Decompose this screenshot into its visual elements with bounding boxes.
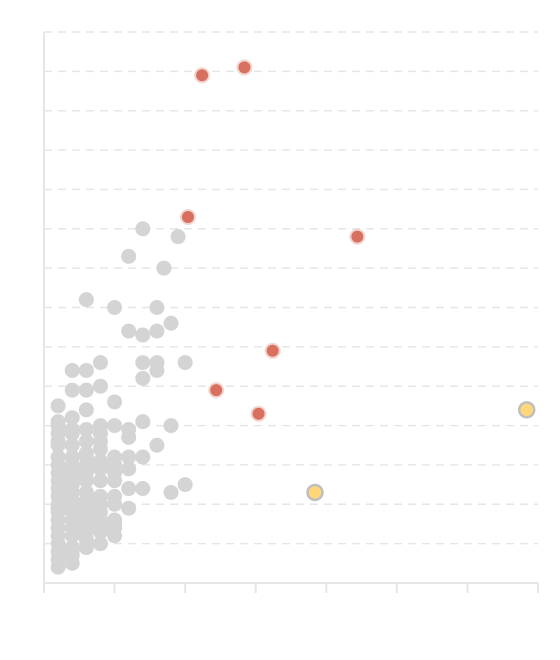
gray-point [92,433,108,449]
gray-point [135,370,151,386]
gray-point [78,362,94,378]
gray-point [177,477,193,493]
gray-point [92,473,108,489]
gridlines [44,31,538,545]
gray-point [64,520,80,536]
gray-point [78,492,94,508]
gray-point [107,300,123,315]
gray-point [92,512,108,528]
gray-point [78,449,94,465]
gray-point [121,422,137,438]
gray-point [107,418,123,434]
gray-point [135,327,151,343]
gray-point [78,540,94,556]
gray-point [107,488,123,504]
gray-point [50,520,66,536]
gray-point [92,536,108,552]
gray-point [64,504,80,520]
gray-point [135,221,151,237]
gray-point [121,500,137,516]
gray-point [78,433,94,449]
gray-point [50,465,66,481]
gray-point [163,484,179,500]
gray-point [50,559,66,575]
axes [43,32,539,593]
gray-point [50,398,66,414]
gray-point [121,323,137,339]
gray-point [50,500,66,516]
gray-point [78,520,94,536]
gray-point [64,461,80,477]
gray-point [170,229,186,245]
gray-point [78,508,94,524]
gray-point [107,520,123,536]
red-point [236,59,253,76]
gray-point [50,488,66,504]
gray-point [64,437,80,453]
gray-point [121,449,137,465]
gray-point [64,492,80,508]
red-point [208,382,225,399]
gray-point [163,315,179,331]
gray-point [78,422,94,438]
gray-point [78,382,94,398]
gray-point [92,496,108,512]
gray-point [78,292,94,308]
gray-point [50,449,66,465]
gray-point [149,300,165,315]
gray-point [121,461,137,477]
gray-point [78,402,94,418]
gray-point [107,394,123,410]
gray-point [64,477,80,493]
gray-point [64,382,80,398]
gray-point [64,362,80,378]
gray-point [50,536,66,552]
gray-point [149,437,165,453]
gray-point [135,355,151,371]
gray-point [50,414,66,430]
gray-point [177,355,193,371]
red-point [264,342,281,359]
gray-point [163,418,179,434]
yellow-point [306,483,324,502]
red-point [179,208,196,225]
gray-point [92,378,108,394]
gray-point [135,449,151,465]
yellow-point [517,401,536,419]
red-point [194,67,211,84]
data-points [50,59,536,575]
gray-point [64,422,80,438]
gray-point [149,355,165,371]
gray-point [121,481,137,497]
gray-point [135,481,151,497]
gray-point [92,524,108,540]
gray-point [92,453,108,469]
gray-point [107,457,123,473]
gray-point [64,544,80,560]
gray-point [135,414,151,430]
gray-point [78,473,94,489]
gray-point [64,555,80,571]
gray-point [156,260,172,276]
gray-point [64,410,80,426]
gray-point [149,323,165,339]
red-point [250,405,267,422]
gray-point [64,449,80,465]
gray-point [92,418,108,434]
red-point [349,228,366,245]
gray-point [92,355,108,371]
gray-point [121,248,137,264]
gray-point [50,433,66,449]
